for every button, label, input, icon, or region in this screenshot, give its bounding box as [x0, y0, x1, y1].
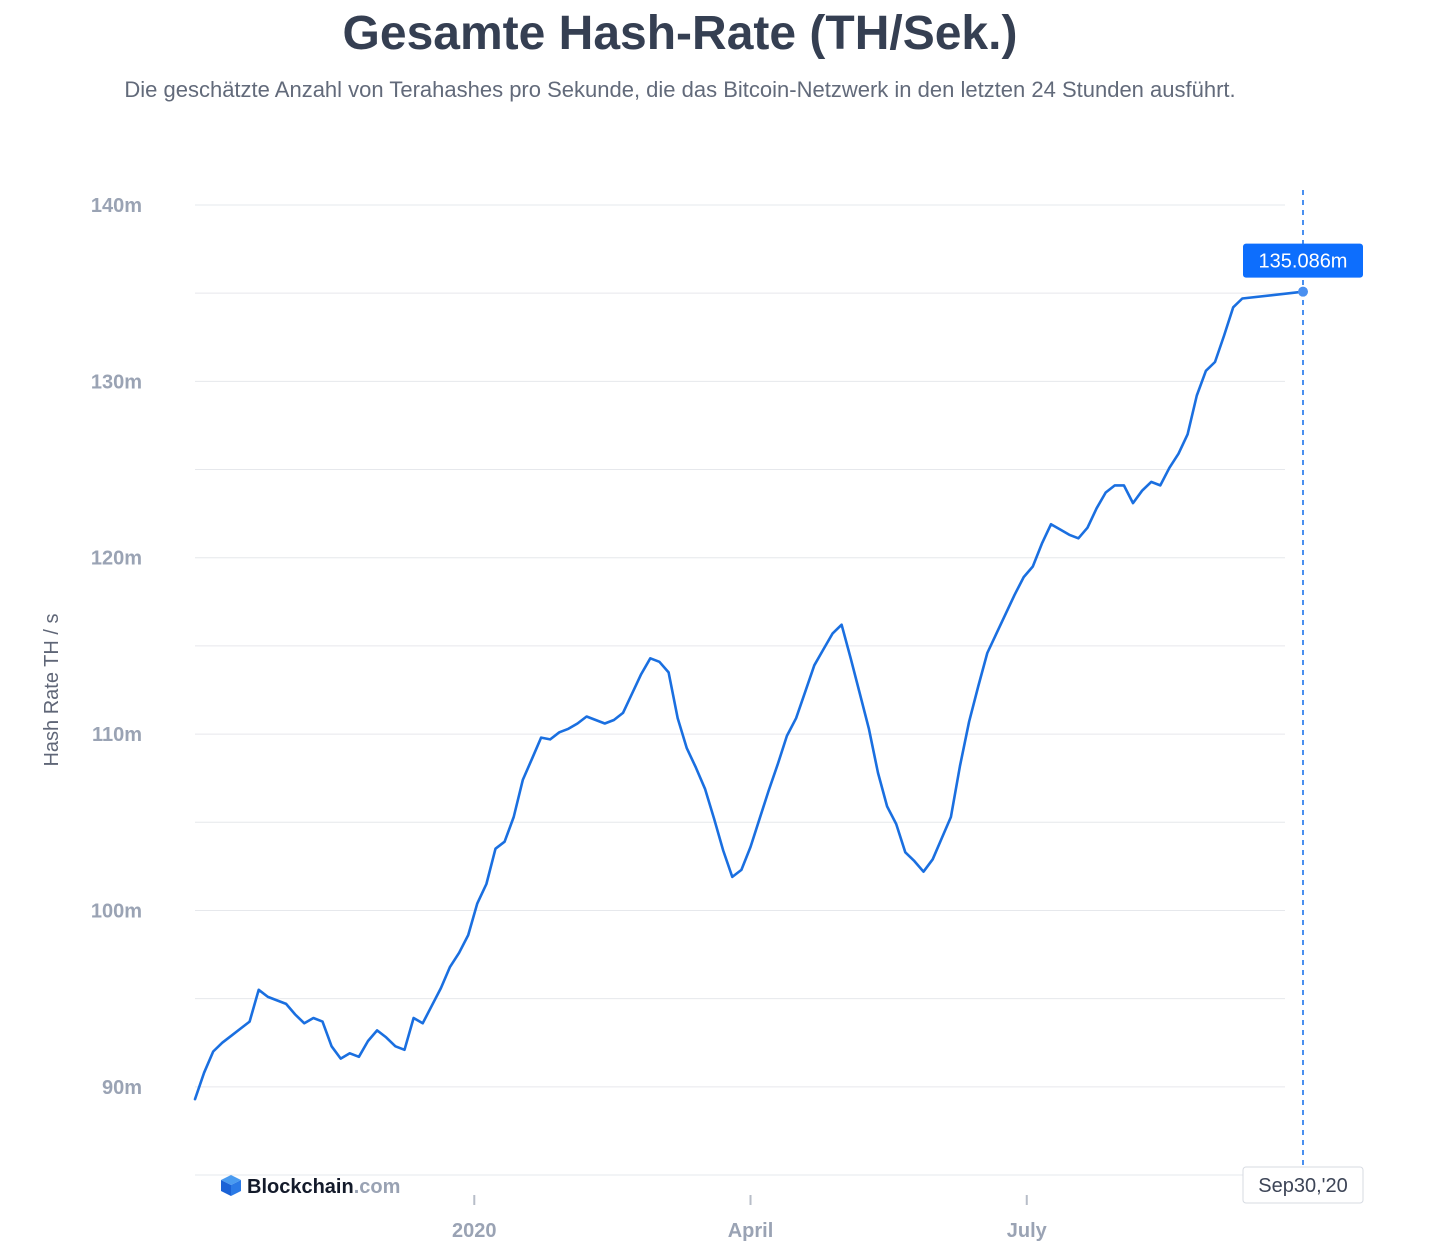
- hover-point[interactable]: [1298, 286, 1308, 297]
- blockchain-cube-icon: [221, 1175, 241, 1196]
- value-tooltip: 135.086m: [1243, 243, 1363, 278]
- x-tick-label: April: [728, 1220, 774, 1242]
- y-tick-label: 110m: [92, 724, 142, 746]
- hash-rate-series-line: [193, 290, 1305, 1101]
- x-tick-label: July: [1007, 1220, 1048, 1242]
- chart-title: Gesamte Hash-Rate (TH/Sek.): [342, 7, 1018, 60]
- brand-name: Blockchain.com: [247, 1176, 400, 1198]
- x-axis: 2020 April July: [452, 1195, 1048, 1242]
- brand-logo[interactable]: Blockchain.com: [221, 1175, 400, 1198]
- hover-date: Sep30,'20: [1258, 1175, 1347, 1197]
- grid-lines: [195, 204, 1285, 1176]
- hover-date-label: Sep30,'20: [1242, 1166, 1364, 1204]
- chart-subtitle: Die geschätzte Anzahl von Terahashes pro…: [124, 77, 1236, 102]
- y-tick-label: 130m: [91, 371, 142, 393]
- y-tick-label: 120m: [91, 548, 142, 570]
- tooltip-value: 135.086m: [1259, 251, 1348, 273]
- x-tick-label: 2020: [452, 1220, 497, 1242]
- y-tick-label: 140m: [91, 195, 142, 217]
- y-tick-label: 100m: [91, 900, 142, 922]
- y-axis-ticks: 90m 100m 110m 120m 130m 140m: [91, 195, 142, 1099]
- y-axis-label: Hash Rate TH / s: [41, 613, 63, 766]
- y-tick-label: 90m: [102, 1077, 142, 1099]
